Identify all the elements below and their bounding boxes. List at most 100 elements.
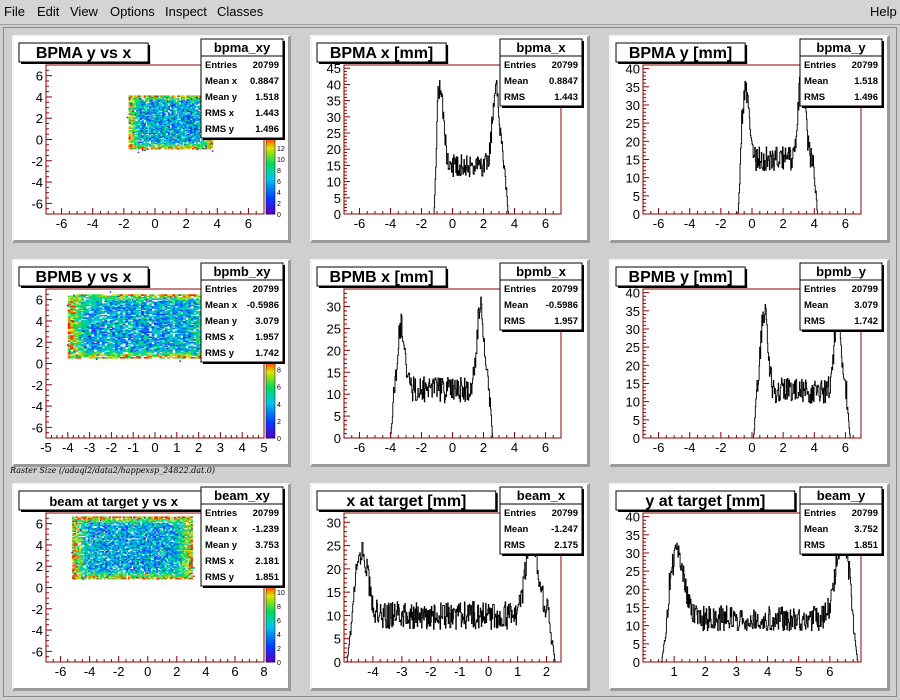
heatmap-cell [114,331,118,334]
heatmap-cell [177,108,180,110]
heatmap-cell [196,345,199,348]
heatmap-cell [188,332,192,335]
heatmap-cell [75,344,79,346]
pad-bpmb-xy[interactable]: -5 -4 -3 -2 -1 0 1 2 3 4 5 -6 -4 -2 0 2 4 6 0 2 4 6 8 BPMB y vs… [12,259,291,467]
heatmap-cell [197,138,200,141]
pad-bpmb-y[interactable]: -6 -4 -2 0 2 4 6 0 5 10 15 20 25 30 35 40 BPMB y [mm] bpm… [609,259,890,467]
heatmap-cell [167,319,171,322]
heatmap-cell [167,294,171,296]
heatmap-cell [99,302,103,304]
menu-edit[interactable]: Edit [37,4,60,19]
heatmap-cell [94,299,97,302]
heatmap-cell [156,121,159,123]
heatmap-cell [210,144,213,146]
heatmap-cell [148,342,152,345]
heatmap-cell [135,339,139,341]
heatmap-cell [193,299,197,302]
heatmap-cell [154,341,158,344]
heatmap-cell [172,339,176,341]
heatmap-cell [83,340,87,342]
heatmap-cell [198,305,202,308]
root-canvas[interactable]: -6 -4 -2 0 2 4 6 -6 -4 -2 0 2 4 6 0 2 4 6 8 10 12 BPMA y vs x… [3,27,897,697]
heatmap-cell [75,321,79,323]
menu-options[interactable]: Options [110,4,155,19]
stats-key: RMS y [205,124,235,135]
heatmap-cell [80,562,83,565]
heatmap-cell [132,122,135,124]
heatmap-cell [175,131,178,133]
heatmap-cell [184,112,187,114]
heatmap-cell [169,321,173,323]
menu-classes[interactable]: Classes [217,4,264,19]
heatmap-cell [165,129,169,132]
heatmap-cell [112,294,116,296]
heatmap-cell [146,148,149,151]
heatmap-cell [151,103,154,105]
pad-bpma-xy[interactable]: -6 -4 -2 0 2 4 6 -6 -4 -2 0 2 4 6 0 2 4 6 8 10 12 BPMA y vs x… [12,35,291,243]
heatmap-cell [78,299,82,302]
menu-file[interactable]: File [4,4,25,19]
heatmap-cell [75,539,78,542]
heatmap-cell [197,114,200,117]
heatmap-cell [164,351,168,354]
heatmap-cell [151,105,154,108]
heatmap-cell [136,98,139,100]
heatmap-cell [73,336,76,339]
pad-beam-xy[interactable]: -6 -4 -2 0 2 4 6 8 -6 -4 -2 0 2 4 6 0 2 4 6 8 10 beam at targ… [12,483,291,691]
heatmap-cell [83,351,87,354]
heatmap-cell [188,325,192,327]
heatmap-cell [167,101,171,104]
heatmap-cell [145,98,148,100]
menu-help[interactable]: Help [870,4,897,19]
heatmap-cell [158,124,161,127]
menu-inspect[interactable]: Inspect [165,4,207,19]
heatmap-cell [112,346,116,349]
heatmap-cell [133,319,137,322]
pad-bpmb-x[interactable]: -6 -4 -2 0 2 4 6 0 5 10 15 20 25 30 BPMB x [mm] bpmb_x E… [310,259,590,467]
heatmap-cell [109,319,113,322]
heatmap-cell [80,310,84,313]
stats-key: Entries [205,60,237,71]
heatmap-cell [87,335,89,338]
heatmap-cell [165,103,169,105]
heatmap-cell [130,339,134,341]
heatmap-cell [147,123,150,126]
heatmap-cell [130,110,133,113]
heatmap-cell [117,342,121,345]
heatmap-cell [120,305,124,308]
heatmap-cell [147,140,150,142]
heatmap-cell [170,105,173,108]
heatmap-cell [114,353,118,355]
heatmap-cell [182,147,185,150]
heatmap-cell [130,308,134,311]
heatmap-cell [138,348,142,350]
heatmap-cell [96,350,100,353]
heatmap-cell [104,339,108,341]
heatmap-cell [151,345,155,348]
heatmap-cell [151,146,154,149]
heatmap-cell [117,330,121,332]
heatmap-cell [198,323,202,326]
heatmap-cell [130,341,134,344]
heatmap-cell [188,117,191,119]
heatmap-cell [162,115,165,118]
pad-bpma-x[interactable]: -6 -4 -2 0 2 4 6 0 5 10 15 20 25 30 35 40 45 BPMA x [mm] b… [310,35,590,243]
heatmap-cell [134,99,137,101]
stats-box-title: bpmb_y [816,264,867,279]
heatmap-cell [173,118,176,121]
heatmap-cell [175,356,179,359]
pad-bpma-y[interactable]: -6 -4 -2 0 2 4 6 0 5 10 15 20 25 30 35 40 BPMA y [mm] bpm… [609,35,890,243]
heatmap-cell [84,553,87,556]
heatmap-cell [169,140,172,142]
heatmap-cell [130,333,134,336]
heatmap-cell [177,326,181,328]
heatmap-cell [151,294,155,296]
menu-view[interactable]: View [70,4,98,19]
heatmap-cell [139,100,142,103]
